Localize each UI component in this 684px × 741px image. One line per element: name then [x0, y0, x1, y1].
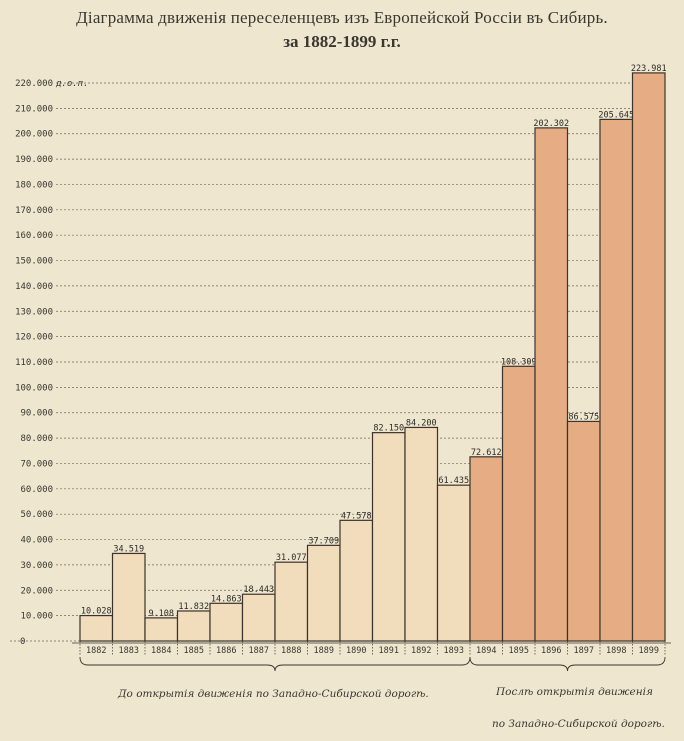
chart-title: Діаграмма движенія переселенцевъ изъ Евр… — [76, 8, 608, 27]
y-tick-label: 150.000 — [15, 257, 53, 267]
value-label-1899: 223.981 — [631, 64, 667, 74]
y-tick-label: 80.000 — [20, 434, 53, 444]
y-tick-label: 170.000 — [15, 206, 53, 216]
y-tick-label: 60.000 — [20, 485, 53, 495]
value-label-1883: 34.519 — [113, 544, 144, 554]
bar-1891 — [371, 432, 406, 642]
bar-1885 — [176, 610, 211, 642]
x-tick-1888: 1888 — [281, 646, 301, 656]
y-tick-label: 140.000 — [15, 282, 53, 292]
bar-1898 — [599, 118, 634, 642]
x-tick-1896: 1896 — [541, 646, 561, 656]
bar-1884 — [144, 617, 179, 642]
bar-1896 — [534, 127, 569, 642]
x-tick-1890: 1890 — [346, 646, 366, 656]
y-tick-label: 100.000 — [15, 383, 53, 393]
value-label-1885: 11.832 — [178, 602, 209, 612]
y-tick-label: 50.000 — [20, 510, 53, 520]
brace-after — [469, 656, 666, 672]
bar-1890 — [339, 519, 374, 642]
value-label-1890: 47.578 — [341, 511, 372, 521]
value-label-1896: 202.302 — [533, 119, 569, 129]
y-tick-label: 10.000 — [20, 612, 53, 622]
x-tick-1886: 1886 — [216, 646, 236, 656]
x-tick-1883: 1883 — [119, 646, 139, 656]
x-tick-1898: 1898 — [606, 646, 626, 656]
value-label-1882: 10.028 — [81, 607, 112, 617]
bar-1895 — [501, 365, 536, 642]
chart-subtitle: за 1882-1899 г.г. — [283, 32, 401, 51]
y-tick-label: 220.000 — [15, 79, 53, 89]
bar-1893 — [436, 484, 471, 642]
group-label-after-line1: Послѣ открытія движенія — [496, 686, 653, 698]
value-label-1897: 86.575 — [568, 412, 599, 422]
y-tick-label: 180.000 — [15, 180, 53, 190]
x-tick-1882: 1882 — [86, 646, 106, 656]
y-tick-zero: 0 — [20, 637, 25, 647]
y-tick-label: 190.000 — [15, 155, 53, 165]
x-tick-1889: 1889 — [314, 646, 334, 656]
y-tick-label: 130.000 — [15, 307, 53, 317]
y-tick-label: 200.000 — [15, 130, 53, 140]
value-label-1892: 84.200 — [406, 418, 437, 428]
y-tick-label: 20.000 — [20, 586, 53, 596]
group-label-after-line2: по Западно-Сибирской дорогѣ. — [492, 718, 665, 730]
bar-1894 — [469, 456, 504, 642]
bar-1886 — [209, 602, 244, 642]
y-tick-label: 70.000 — [20, 459, 53, 469]
value-label-1886: 14.863 — [211, 594, 242, 604]
x-tick-1887: 1887 — [249, 646, 269, 656]
y-tick-label: 30.000 — [20, 561, 53, 571]
x-tick-1899: 1899 — [639, 646, 659, 656]
bar-1888 — [274, 561, 309, 642]
bar-1889 — [306, 544, 341, 642]
value-label-1887: 18.443 — [243, 585, 274, 595]
value-label-1889: 37.709 — [308, 536, 339, 546]
x-tick-1897: 1897 — [574, 646, 594, 656]
y-unit-label: д.о.п. — [55, 79, 89, 89]
x-tick-1894: 1894 — [476, 646, 496, 656]
x-tick-1884: 1884 — [151, 646, 171, 656]
x-tick-1885: 1885 — [184, 646, 204, 656]
x-tick-1892: 1892 — [411, 646, 431, 656]
y-tick-label: 160.000 — [15, 231, 53, 241]
value-label-1891: 82.150 — [373, 424, 404, 434]
y-tick-label: 90.000 — [20, 409, 53, 419]
value-label-1884: 9.108 — [148, 609, 174, 619]
value-label-1894: 72.612 — [471, 448, 502, 458]
y-tick-label: 40.000 — [20, 536, 53, 546]
value-label-1895: 108.309 — [501, 357, 537, 367]
x-tick-1893: 1893 — [444, 646, 464, 656]
bar-1897 — [566, 420, 601, 642]
y-tick-label: 210.000 — [15, 104, 53, 114]
value-label-1888: 31.077 — [276, 553, 307, 563]
y-tick-label: 110.000 — [15, 358, 53, 368]
group-label-before: До открытія движенія по Западно-Сибирско… — [118, 688, 429, 700]
x-tick-1891: 1891 — [379, 646, 399, 656]
bar-1887 — [241, 593, 276, 642]
y-tick-label: 120.000 — [15, 333, 53, 343]
bar-1883 — [111, 552, 146, 642]
x-tick-1895: 1895 — [509, 646, 529, 656]
brace-before — [79, 656, 471, 672]
bar-1892 — [404, 426, 439, 642]
value-label-1898: 205.645 — [598, 110, 634, 120]
bar-1882 — [79, 614, 114, 642]
bar-1899 — [631, 72, 666, 642]
value-label-1893: 61.435 — [438, 476, 469, 486]
